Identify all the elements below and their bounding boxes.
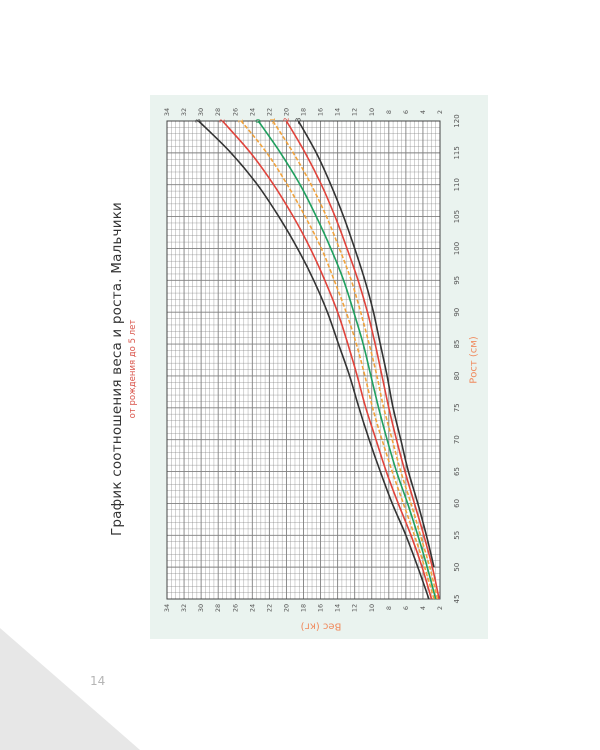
y-tick-label-top: 26 xyxy=(231,108,239,116)
y-axis-title: Вес (кг) xyxy=(301,621,342,632)
y-tick-label-top: 4 xyxy=(419,110,427,114)
series-label-2: 2 xyxy=(218,119,226,123)
y-tick-label-bottom: 22 xyxy=(265,604,273,612)
y-tick-label-top: 30 xyxy=(197,108,205,116)
series-line-minus2 xyxy=(285,120,440,600)
y-tick-label-bottom: 14 xyxy=(334,604,342,612)
y-tick-label-top: 20 xyxy=(282,108,290,116)
x-axis-title: Рост (см) xyxy=(469,336,480,384)
y-tick-label-top: 14 xyxy=(334,108,342,116)
series-label-0: 0 xyxy=(254,119,262,123)
y-tick-label-top: 12 xyxy=(351,108,359,116)
y-tick-label-bottom: 34 xyxy=(163,604,171,612)
y-tick-label-bottom: 8 xyxy=(385,606,393,610)
y-tick-label-top: 34 xyxy=(163,108,171,116)
y-tick-label-bottom: 18 xyxy=(300,604,308,612)
y-tick-label-top: 24 xyxy=(248,108,256,116)
y-tick-label-top: 18 xyxy=(300,108,308,116)
y-tick-label-top: 8 xyxy=(385,110,393,114)
y-tick-label-top: 6 xyxy=(402,110,410,114)
y-tick-label-top: 16 xyxy=(317,108,325,116)
y-tick-label-top: 2 xyxy=(436,110,444,114)
series-line-2 xyxy=(221,120,433,600)
x-tick-label: 65 xyxy=(453,467,461,476)
series-line-1 xyxy=(240,120,435,600)
y-tick-label-bottom: 24 xyxy=(248,604,256,612)
series-label-minus1: -1 xyxy=(269,118,277,125)
plot-border xyxy=(166,120,441,600)
y-tick-label-bottom: 10 xyxy=(368,604,376,612)
y-tick-label-bottom: 28 xyxy=(214,604,222,612)
y-tick-label-bottom: 30 xyxy=(197,604,205,612)
x-tick-label: 60 xyxy=(453,499,461,508)
x-tick-label: 110 xyxy=(453,178,461,191)
x-tick-label: 100 xyxy=(453,242,461,255)
series-line-0 xyxy=(257,120,437,600)
x-tick-label: 55 xyxy=(453,531,461,540)
series-line-3 xyxy=(198,120,430,600)
x-tick-label: 105 xyxy=(453,210,461,223)
x-tick-label: 120 xyxy=(453,114,461,127)
x-tick-label: 115 xyxy=(453,146,461,159)
y-tick-label-bottom: 2 xyxy=(436,606,444,610)
y-tick-label-bottom: 26 xyxy=(231,604,239,612)
page-number: 14 xyxy=(90,674,106,688)
y-tick-label-bottom: 16 xyxy=(317,604,325,612)
x-tick-label: 75 xyxy=(453,403,461,412)
y-tick-label-bottom: 6 xyxy=(402,606,410,610)
corner-decoration xyxy=(0,628,140,750)
y-tick-label-top: 28 xyxy=(214,108,222,116)
x-tick-label: 45 xyxy=(453,595,461,604)
y-tick-label-top: 10 xyxy=(368,108,376,116)
y-tick-label-bottom: 4 xyxy=(419,606,427,610)
y-tick-label-top: 22 xyxy=(265,108,273,116)
x-tick-label: 50 xyxy=(453,563,461,572)
series-line-minus1 xyxy=(272,120,439,600)
x-tick-label: 90 xyxy=(453,308,461,317)
series-label-minus3: -3 xyxy=(294,118,302,125)
y-tick-label-bottom: 32 xyxy=(180,604,188,612)
series-label-minus2: -2 xyxy=(282,118,290,125)
y-tick-label-top: 32 xyxy=(180,108,188,116)
x-tick-label: 80 xyxy=(453,371,461,380)
series-label-1: 1 xyxy=(237,119,245,123)
x-tick-label: 85 xyxy=(453,340,461,349)
x-tick-label: 70 xyxy=(453,435,461,444)
y-tick-label-bottom: 20 xyxy=(282,604,290,612)
x-tick-label: 95 xyxy=(453,276,461,285)
series-label-3: 3 xyxy=(195,119,203,123)
series-line-minus3 xyxy=(297,120,435,568)
y-tick-label-bottom: 12 xyxy=(351,604,359,612)
